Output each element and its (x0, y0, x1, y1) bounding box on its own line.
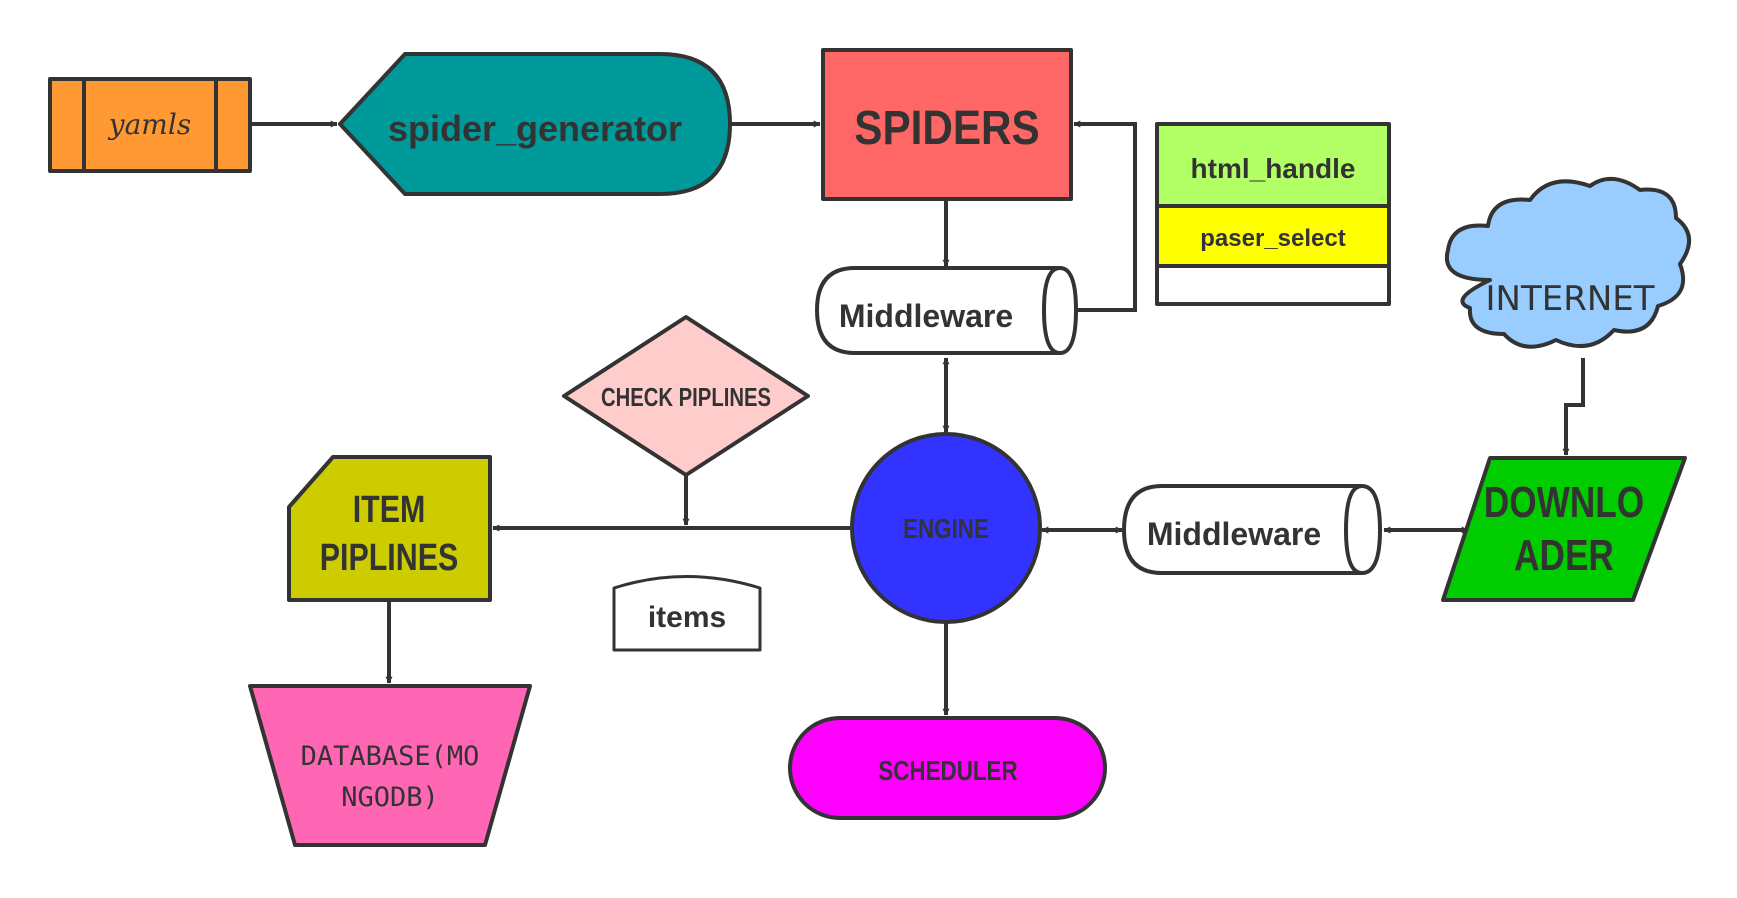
item-piplines-shape (287, 455, 492, 602)
node-middleware-top: Middleware (815, 266, 1078, 355)
spider-generator-shape (338, 52, 732, 196)
node-spiders: SPIDERS (821, 48, 1073, 201)
middleware-top-shape (815, 266, 1078, 355)
internet-cloud-shape (1444, 177, 1691, 349)
middleware-right-rim (1344, 484, 1363, 575)
scheduler-shape (788, 716, 1107, 820)
downloader-label-line1: DOWNLO (1484, 478, 1644, 527)
items-shape (612, 575, 762, 652)
node-check-piplines: CHECK PIPLINES (562, 315, 810, 477)
spiders-label: SPIDERS (854, 100, 1039, 154)
edges (250, 120, 1585, 716)
edge-internet-to-downloader (1562, 358, 1585, 456)
html-handle-shape (1155, 122, 1391, 208)
node-middleware-right: Middleware (1122, 484, 1382, 575)
database-label-line2: NGODB) (341, 782, 439, 813)
items-label: items (648, 601, 726, 634)
check-piplines-label: CHECK PIPLINES (601, 383, 771, 412)
html-handle-label: html_handle (1191, 153, 1356, 184)
engine-shape (850, 432, 1042, 624)
spiders-shape (821, 48, 1073, 201)
yamls-label: yamls (107, 108, 191, 141)
database-shape (248, 684, 532, 847)
paser-select-label: paser_select (1200, 225, 1345, 252)
node-item-piplines: ITEM PIPLINES (287, 455, 492, 602)
scheduler-label: SCHEDULER (878, 756, 1017, 787)
middleware-top-label: Middleware (839, 298, 1013, 334)
middleware-right-label: Middleware (1147, 516, 1321, 552)
edge-middleware-to-spiders (1070, 120, 1137, 312)
engine-label: ENGINE (903, 514, 989, 545)
spider-generator-label: spider_generator (388, 108, 682, 149)
node-internet: INTERNET (1444, 177, 1691, 349)
downloader-label-line2: ADER (1514, 531, 1614, 580)
node-yamls: yamls (48, 77, 252, 173)
check-piplines-shape (562, 315, 810, 477)
node-handler-stack: html_handle paser_select (1155, 122, 1391, 306)
paser-select-shape (1155, 204, 1391, 268)
node-database: DATABASE(MO NGODB) (248, 684, 532, 847)
node-items: items (612, 575, 762, 652)
item-piplines-label-line1: ITEM (353, 489, 426, 531)
node-downloader: DOWNLO ADER (1441, 456, 1687, 602)
node-scheduler: SCHEDULER (788, 716, 1107, 820)
item-piplines-label-line2: PIPLINES (320, 537, 459, 579)
middleware-top-rim (1042, 266, 1061, 355)
middleware-right-shape (1122, 484, 1382, 575)
empty-slot-shape (1155, 264, 1391, 306)
database-label-line1: DATABASE(MO (301, 741, 480, 772)
internet-label: INTERNET (1485, 279, 1654, 319)
node-engine: ENGINE (850, 432, 1042, 624)
node-spider-generator: spider_generator (338, 52, 732, 196)
downloader-shape (1441, 456, 1687, 602)
